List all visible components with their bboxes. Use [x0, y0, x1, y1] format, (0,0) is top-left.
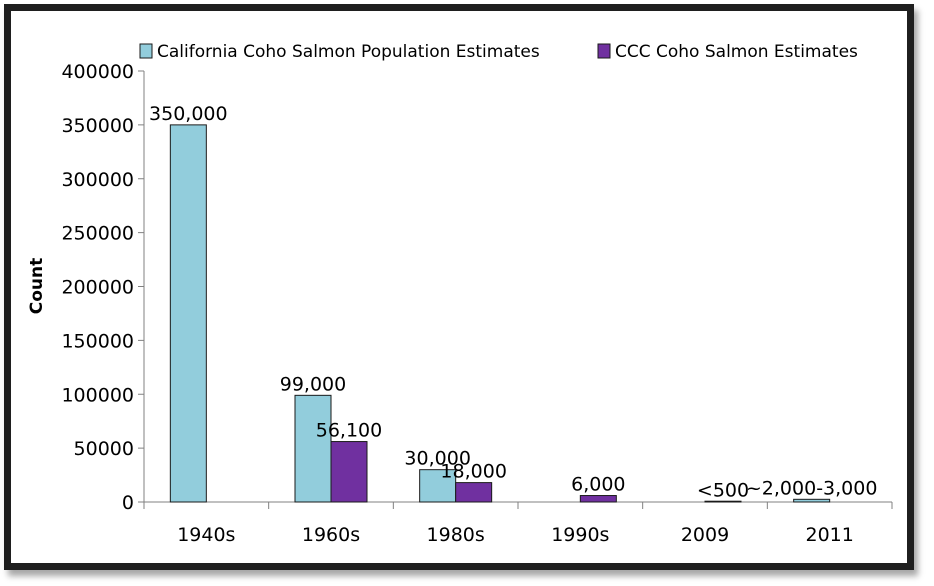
y-axis-label: Count [27, 258, 47, 315]
data-label: 99,000 [280, 373, 346, 395]
y-tick-label: 50000 [74, 438, 134, 460]
y-tick-label: 100000 [61, 384, 134, 406]
y-tick-label: 350000 [61, 115, 134, 137]
y-tick-label: 400000 [61, 61, 134, 83]
data-label: 18,000 [440, 461, 506, 483]
bar-california-2011 [793, 498, 831, 503]
x-axis: 1940s 1960s 1980s 1990s 2009 2011 [143, 501, 893, 546]
bar-ccc-1990s [579, 495, 617, 503]
y-tick-label: 300000 [61, 169, 134, 191]
x-tick-label: 2011 [805, 524, 853, 546]
x-tick-label: 1990s [551, 524, 609, 546]
y-axis: 0 50000 100000 150000 200000 250000 300000 3500… [61, 61, 145, 514]
y-tick-label: 150000 [61, 330, 134, 352]
data-label: <500 [697, 479, 749, 501]
legend-swatch-california [139, 43, 153, 59]
bar-ccc-2009 [704, 500, 742, 503]
data-label: 30,000 [404, 448, 470, 470]
y-tick-label: 0 [122, 492, 134, 514]
legend-label-ccc: CCC Coho Salmon Estimates [615, 42, 858, 62]
bar-ccc-1960s [330, 441, 368, 503]
data-label: ~2,000-3,000 [746, 477, 878, 499]
y-tick-label: 200000 [61, 277, 134, 299]
y-tick-label: 250000 [61, 223, 134, 245]
x-tick-label: 2009 [681, 524, 729, 546]
legend-label-california: California Coho Salmon Population Estima… [157, 42, 540, 62]
x-tick-label: 1940s [177, 524, 235, 546]
bar-california-1940s [169, 124, 207, 503]
data-label: 350,000 [149, 103, 228, 125]
x-tick-label: 1980s [427, 524, 485, 546]
legend-swatch-ccc [597, 43, 611, 59]
bars [169, 124, 831, 503]
legend: California Coho Salmon Population Estima… [139, 42, 858, 62]
data-label: 6,000 [571, 474, 625, 496]
bar-california-1980s [419, 469, 457, 503]
data-labels: 350,000 99,000 30,000 ~2,000-3,000 56,100 18,… [149, 103, 877, 502]
data-label: 56,100 [316, 420, 382, 442]
bar-ccc-1980s [455, 482, 493, 503]
x-tick-label: 1960s [302, 524, 360, 546]
bar-california-1960s [294, 394, 332, 503]
chart-frame [4, 4, 914, 570]
